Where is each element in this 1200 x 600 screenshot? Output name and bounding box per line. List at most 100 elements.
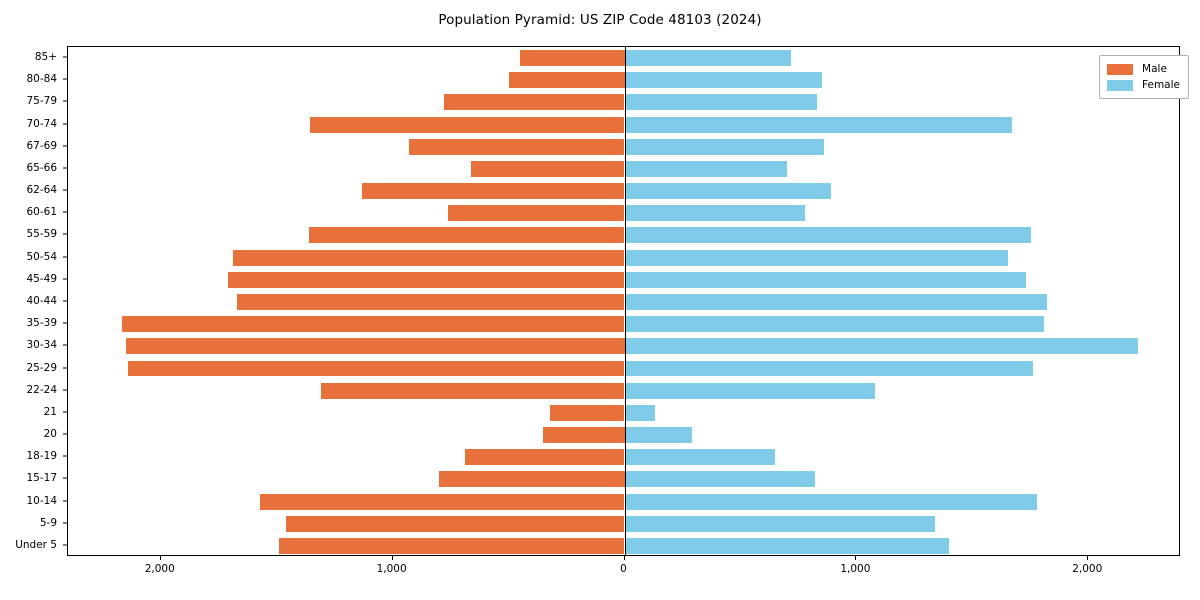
bar-male (550, 404, 625, 421)
y-tick-mark (63, 78, 67, 80)
legend-entry-female[interactable]: Female (1107, 77, 1180, 93)
y-axis: 85+ 80-84 75-79 70-74 67-69 65-66 62-64 60-61 55… (0, 46, 67, 556)
bar-female (624, 160, 787, 177)
bar-row (68, 205, 1179, 222)
y-tick-label: 60-61 (26, 206, 57, 219)
bar-male (122, 316, 625, 333)
bar-row (68, 160, 1179, 177)
bar-row (68, 493, 1179, 510)
bar-female (624, 382, 875, 399)
x-tick-mark (391, 556, 393, 560)
bar-male (471, 160, 625, 177)
bar-row (68, 449, 1179, 466)
y-tick-mark (63, 522, 67, 524)
y-tick-label: Under 5 (15, 538, 57, 551)
bar-female (624, 94, 817, 111)
bar-female (624, 427, 692, 443)
bar-female (624, 183, 831, 200)
bar-row (68, 537, 1179, 554)
x-tick-mark (1087, 556, 1089, 560)
bar-male (309, 227, 625, 244)
y-tick-mark (63, 344, 67, 346)
y-tick-label: 85+ (34, 51, 57, 64)
y-tick-label: 22-24 (26, 383, 57, 396)
plot-area (67, 46, 1180, 556)
legend-entry-male[interactable]: Male (1107, 61, 1180, 77)
bar-female (624, 360, 1033, 377)
bar-female (624, 205, 806, 222)
y-tick-label: 45-49 (26, 272, 57, 285)
y-tick-mark (63, 389, 67, 391)
bar-female (624, 316, 1045, 333)
y-tick-label: 50-54 (26, 250, 57, 263)
y-tick-mark (63, 544, 67, 546)
y-tick-label: 67-69 (26, 139, 57, 152)
bar-male (310, 116, 625, 133)
bar-row (68, 50, 1179, 67)
bar-row (68, 72, 1179, 89)
y-tick-label: 62-64 (26, 184, 57, 197)
bar-female (624, 50, 792, 67)
legend-swatch-female (1107, 79, 1134, 91)
bar-female (624, 449, 776, 466)
bar-row (68, 360, 1179, 377)
legend-label: Male (1142, 63, 1167, 75)
y-tick-mark (63, 322, 67, 324)
y-tick-mark (63, 455, 67, 457)
bar-male (279, 537, 625, 554)
bar-male (543, 427, 625, 443)
y-tick-mark (63, 300, 67, 302)
bar-male (448, 205, 625, 222)
y-tick-label: 25-29 (26, 361, 57, 374)
bar-row (68, 294, 1179, 310)
y-tick-mark (63, 477, 67, 479)
y-tick-mark (63, 278, 67, 280)
x-tick-label: 1,000 (840, 563, 871, 575)
y-tick-label: 18-19 (26, 450, 57, 463)
bar-female (624, 338, 1139, 355)
x-tick-label: 2,000 (1072, 563, 1103, 575)
y-tick-mark (63, 100, 67, 102)
bar-female (624, 493, 1038, 510)
bar-row (68, 338, 1179, 355)
y-tick-label: 30-34 (26, 339, 57, 352)
bar-male (464, 449, 625, 466)
x-tick-label: 1,000 (376, 563, 407, 575)
y-tick-label: 70-74 (26, 117, 57, 130)
legend-label: Female (1142, 79, 1180, 91)
y-tick-mark (63, 500, 67, 502)
bar-male (408, 138, 625, 155)
bar-male (285, 515, 625, 532)
bar-row (68, 249, 1179, 266)
y-tick-mark (63, 123, 67, 125)
bar-male (237, 294, 625, 310)
x-tick-mark (855, 556, 857, 560)
y-tick-label: 21 (43, 405, 57, 418)
bar-female (624, 294, 1047, 310)
bar-row (68, 183, 1179, 200)
bar-row (68, 427, 1179, 443)
bar-male (232, 249, 625, 266)
bars-layer (68, 47, 1179, 555)
bar-female (624, 404, 655, 421)
legend-swatch-male (1107, 63, 1134, 75)
bar-female (624, 515, 936, 532)
bar-row (68, 316, 1179, 333)
bar-row (68, 227, 1179, 244)
bar-female (624, 249, 1009, 266)
bar-male (320, 382, 625, 399)
y-tick-label: 35-39 (26, 317, 57, 330)
chart-title: Population Pyramid: US ZIP Code 48103 (2… (438, 12, 762, 28)
y-tick-mark (63, 256, 67, 258)
bar-row (68, 138, 1179, 155)
bar-male (260, 493, 625, 510)
y-tick-mark (63, 145, 67, 147)
bar-male (508, 72, 625, 89)
y-tick-label: 40-44 (26, 295, 57, 307)
bar-female (624, 471, 815, 488)
y-tick-mark (63, 167, 67, 169)
y-tick-label: 5-9 (39, 516, 57, 529)
bar-female (624, 116, 1012, 133)
bar-female (624, 537, 950, 554)
